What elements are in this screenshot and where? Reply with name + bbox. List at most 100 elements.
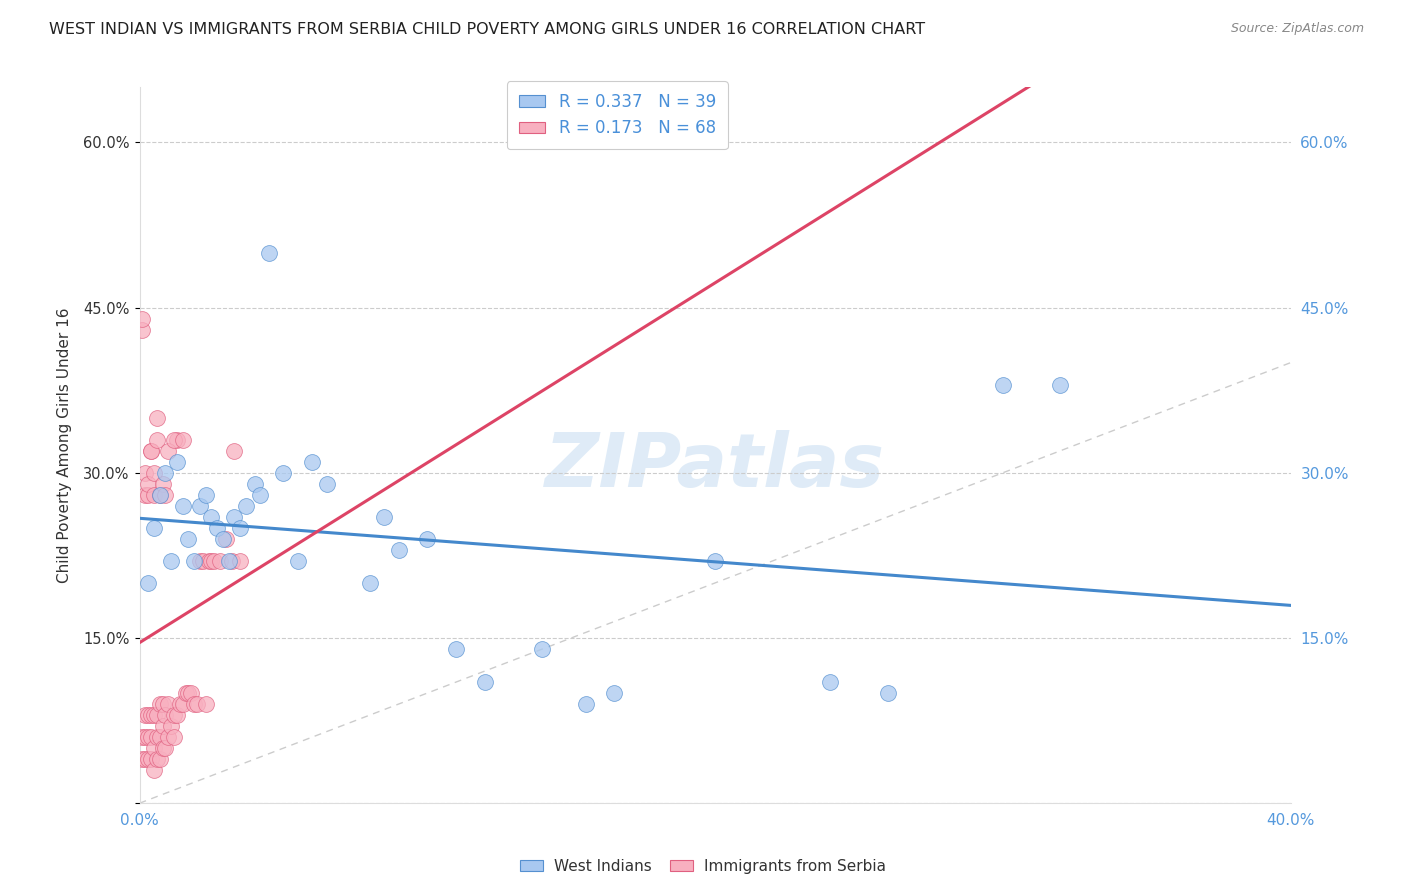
Point: [221, 554, 243, 568]
Y-axis label: Child Poverty Among Girls Under 16: Child Poverty Among Girls Under 16: [58, 308, 72, 583]
Point: [818, 675, 841, 690]
Point: [188, 554, 211, 568]
Point: [134, 466, 156, 480]
Legend: R = 0.337   N = 39, R = 0.173   N = 68: R = 0.337 N = 39, R = 0.173 N = 68: [508, 81, 727, 149]
Point: [146, 708, 169, 723]
Point: [152, 697, 174, 711]
Point: [387, 542, 409, 557]
Point: [218, 554, 240, 568]
Point: [155, 708, 177, 723]
Point: [531, 642, 554, 657]
Point: [134, 708, 156, 723]
Point: [202, 554, 225, 568]
Point: [174, 686, 197, 700]
Point: [186, 697, 208, 711]
Point: [416, 532, 439, 546]
Point: [136, 576, 159, 591]
Point: [212, 532, 235, 546]
Point: [131, 752, 153, 766]
Point: [146, 752, 169, 766]
Point: [134, 730, 156, 744]
Point: [149, 488, 172, 502]
Point: [197, 554, 219, 568]
Point: [136, 488, 159, 502]
Point: [136, 476, 159, 491]
Point: [194, 697, 217, 711]
Point: [166, 433, 188, 447]
Point: [249, 488, 271, 502]
Point: [155, 741, 177, 756]
Point: [229, 554, 252, 568]
Point: [474, 675, 496, 690]
Point: [301, 455, 323, 469]
Point: [373, 509, 395, 524]
Point: [188, 499, 211, 513]
Point: [142, 741, 165, 756]
Point: [155, 466, 177, 480]
Point: [142, 708, 165, 723]
Point: [152, 719, 174, 733]
Point: [139, 730, 162, 744]
Point: [152, 741, 174, 756]
Point: [166, 455, 188, 469]
Point: [134, 752, 156, 766]
Point: [991, 377, 1014, 392]
Point: [172, 697, 194, 711]
Point: [139, 443, 162, 458]
Point: [200, 509, 222, 524]
Point: [136, 752, 159, 766]
Point: [243, 476, 266, 491]
Point: [149, 752, 172, 766]
Point: [146, 410, 169, 425]
Point: [287, 554, 309, 568]
Point: [209, 554, 232, 568]
Point: [177, 532, 200, 546]
Point: [157, 730, 180, 744]
Point: [205, 521, 228, 535]
Point: [142, 521, 165, 535]
Point: [146, 730, 169, 744]
Point: [215, 532, 238, 546]
Point: [194, 488, 217, 502]
Point: [169, 697, 191, 711]
Point: [200, 554, 222, 568]
Point: [142, 466, 165, 480]
Point: [163, 730, 186, 744]
Point: [149, 730, 172, 744]
Point: [146, 433, 169, 447]
Point: [136, 708, 159, 723]
Point: [183, 697, 205, 711]
Point: [139, 708, 162, 723]
Point: [257, 245, 280, 260]
Point: [180, 686, 202, 700]
Point: [160, 554, 183, 568]
Point: [136, 730, 159, 744]
Point: [574, 697, 596, 711]
Point: [163, 708, 186, 723]
Point: [315, 476, 337, 491]
Point: [229, 521, 252, 535]
Point: [157, 443, 180, 458]
Text: Source: ZipAtlas.com: Source: ZipAtlas.com: [1230, 22, 1364, 36]
Point: [149, 697, 172, 711]
Text: ZIPatlas: ZIPatlas: [546, 430, 884, 503]
Point: [273, 466, 295, 480]
Point: [359, 576, 381, 591]
Point: [172, 499, 194, 513]
Point: [235, 499, 257, 513]
Point: [876, 686, 898, 700]
Point: [224, 443, 246, 458]
Point: [142, 488, 165, 502]
Point: [163, 433, 186, 447]
Point: [149, 488, 172, 502]
Point: [131, 311, 153, 326]
Point: [139, 752, 162, 766]
Point: [139, 443, 162, 458]
Point: [166, 708, 188, 723]
Point: [1049, 377, 1071, 392]
Point: [134, 488, 156, 502]
Point: [131, 730, 153, 744]
Point: [704, 554, 727, 568]
Point: [155, 488, 177, 502]
Point: [603, 686, 626, 700]
